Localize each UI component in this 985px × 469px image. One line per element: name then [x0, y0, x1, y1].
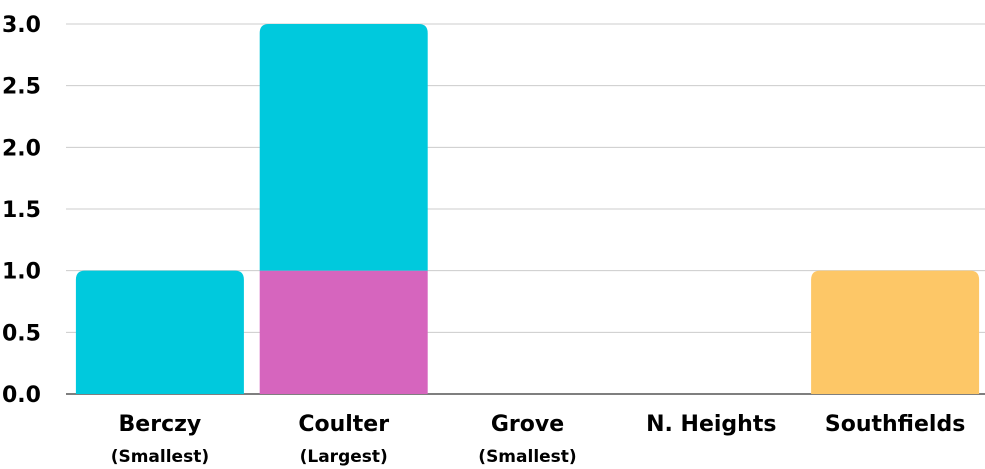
y-tick-label: 0.0	[2, 383, 41, 408]
y-tick-label: 2.5	[2, 75, 41, 100]
x-tick-label: Grove	[491, 412, 564, 437]
y-tick-label: 2.0	[2, 136, 41, 161]
y-tick-label: 1.5	[2, 198, 41, 223]
y-tick-label: 1.0	[2, 260, 41, 285]
bar-berczy-segment	[75, 270, 244, 394]
bar-coulter-segment	[259, 24, 428, 271]
x-tick-sublabel: (Largest)	[300, 447, 388, 467]
x-tick-label: N. Heights	[646, 412, 776, 437]
x-tick-sublabel: (Smallest)	[478, 447, 576, 467]
y-tick-label: 3.0	[2, 13, 41, 38]
x-tick-label: Southfields	[825, 412, 965, 437]
y-tick-label: 0.5	[2, 321, 41, 346]
x-tick-sublabel: (Smallest)	[111, 447, 209, 467]
bar-coulter-segment	[259, 270, 428, 394]
bar-southfields-segment	[811, 270, 980, 394]
x-tick-label: Berczy	[119, 412, 202, 437]
x-tick-label: Coulter	[298, 412, 389, 437]
